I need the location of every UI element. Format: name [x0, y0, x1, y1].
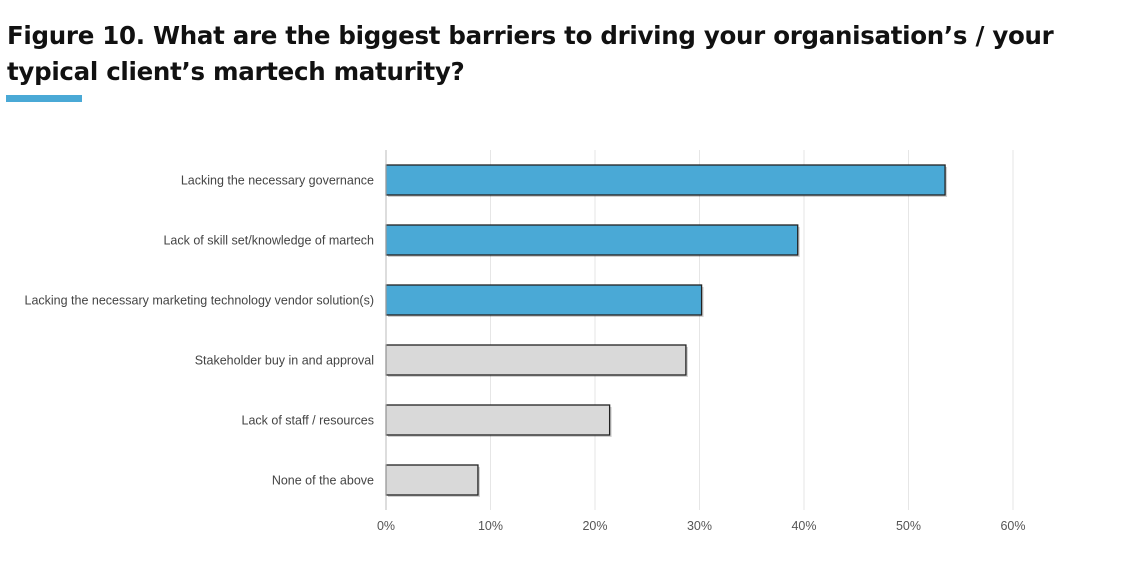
bar [385, 464, 479, 496]
x-tick-label: 0% [377, 519, 395, 533]
bar [385, 284, 703, 316]
category-label: Lack of staff / resources [242, 414, 374, 428]
category-label: Stakeholder buy in and approval [195, 354, 374, 368]
x-tick-label: 10% [478, 519, 503, 533]
category-label: Lacking the necessary governance [181, 174, 374, 188]
x-tick-label: 30% [687, 519, 712, 533]
bar [385, 224, 799, 256]
category-label: Lack of skill set/knowledge of martech [163, 234, 374, 248]
bar [385, 164, 946, 196]
x-tick-label: 50% [896, 519, 921, 533]
x-tick-label: 20% [582, 519, 607, 533]
x-tick-label: 60% [1000, 519, 1025, 533]
figure-title: Figure 10. What are the biggest barriers… [7, 21, 1054, 86]
title-accent-bar [6, 95, 82, 102]
category-label: None of the above [272, 474, 374, 488]
bar [385, 404, 611, 436]
bar [385, 344, 687, 376]
category-label: Lacking the necessary marketing technolo… [25, 294, 375, 308]
x-tick-label: 40% [791, 519, 816, 533]
